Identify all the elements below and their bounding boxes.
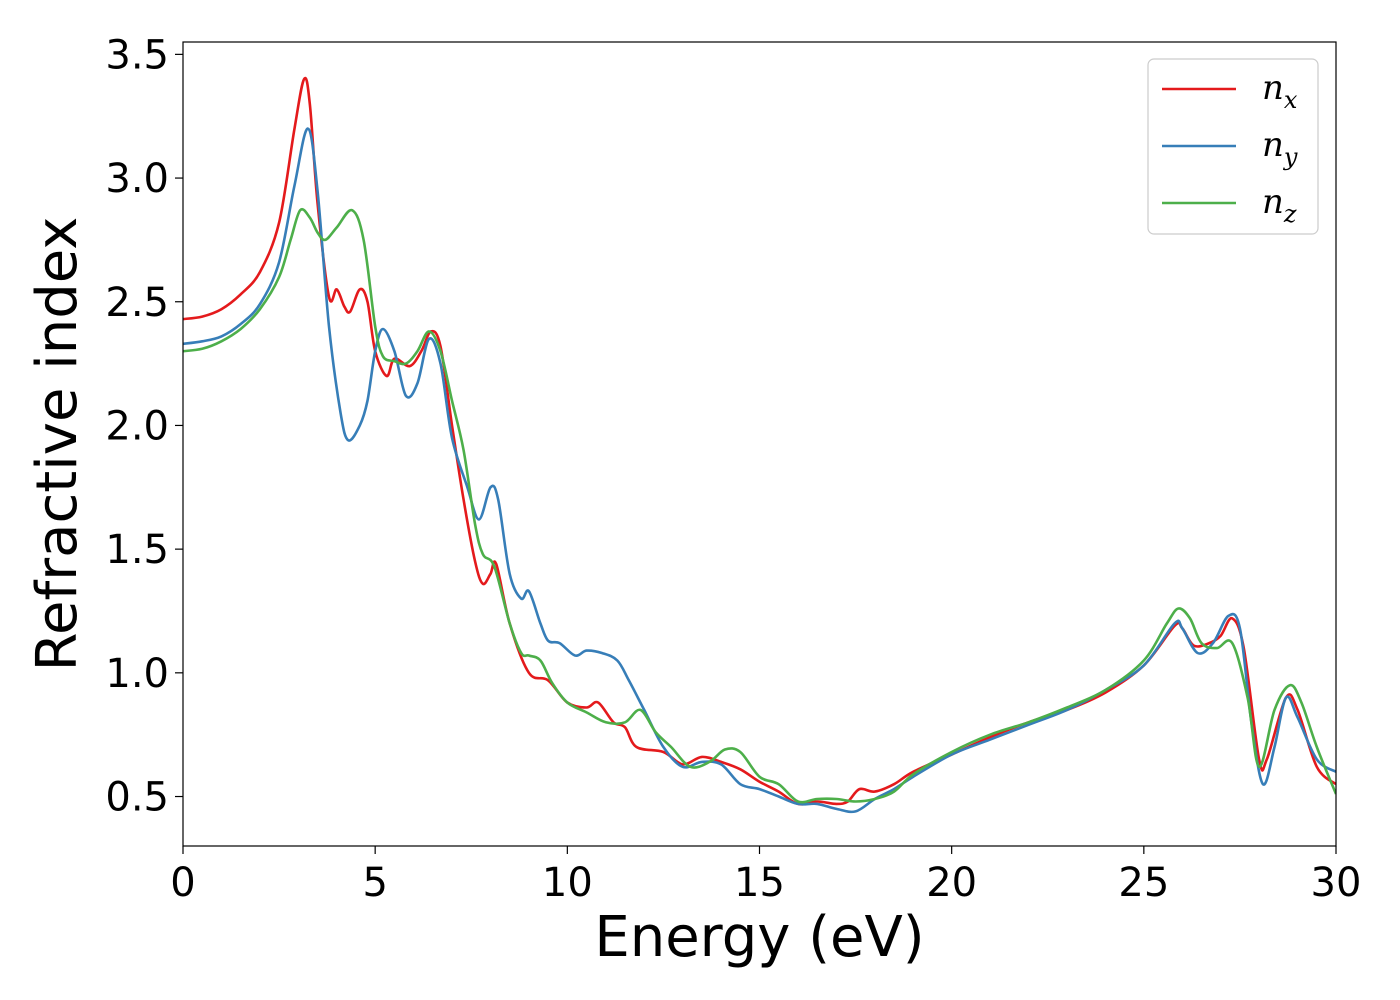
y-tick-label: 0.5 [105, 775, 169, 821]
series-line-nz [183, 207, 1336, 804]
x-tick-label: 0 [170, 860, 195, 906]
x-tick-label: 5 [362, 860, 387, 906]
legend: nx ny nz [1147, 58, 1319, 235]
x-tick-label: 30 [1311, 860, 1362, 906]
y-axis-ticks: 0.5 1.0 1.5 2.0 2.5 3.0 3.5 [105, 32, 183, 821]
y-tick-label: 1.0 [105, 651, 169, 697]
x-axis-label: Energy (eV) [594, 905, 924, 970]
x-tick-label: 10 [542, 860, 593, 906]
y-tick-label: 1.5 [105, 527, 169, 573]
series-line-ny [183, 127, 1336, 814]
x-tick-label: 20 [926, 860, 977, 906]
y-tick-label: 3.5 [105, 32, 169, 78]
legend-label-nx: nx [1262, 68, 1298, 114]
x-tick-label: 15 [734, 860, 785, 906]
y-axis-label: Refractive index [25, 217, 90, 672]
y-tick-label: 2.5 [105, 280, 169, 326]
legend-label-nz: nz [1262, 182, 1297, 228]
x-tick-label: 25 [1118, 860, 1169, 906]
x-axis-ticks: 0 5 10 15 20 25 30 [170, 846, 1361, 906]
legend-label-ny: ny [1262, 125, 1298, 171]
y-tick-label: 2.0 [105, 403, 169, 449]
y-tick-label: 3.0 [105, 156, 169, 202]
series-lines [183, 76, 1336, 814]
